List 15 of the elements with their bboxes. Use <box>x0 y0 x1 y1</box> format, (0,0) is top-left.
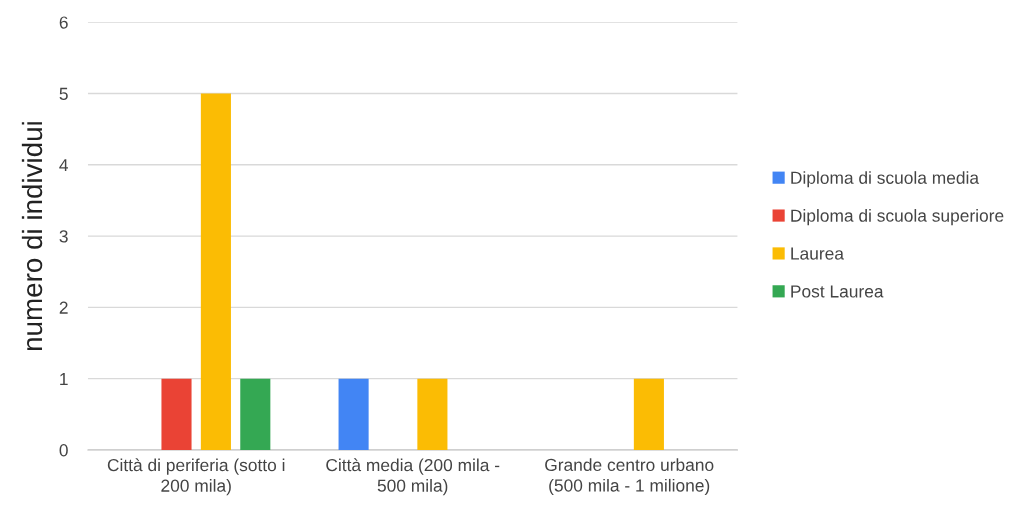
legend-label: Diploma di scuola media <box>791 171 980 188</box>
y-tick-label: 0 <box>59 444 68 457</box>
y-tick-label: 3 <box>59 230 68 243</box>
y-axis-title: numero di individui <box>21 122 43 351</box>
x-tick-label: Città di periferia (sotto i 200 mila) <box>107 458 285 496</box>
y-tick-label: 2 <box>59 301 68 314</box>
y-tick-label: 5 <box>59 87 68 100</box>
legend-label: Diploma di scuola superiore <box>791 209 1004 226</box>
x-tick-label: Città media (200 mila - 500 mila) <box>326 458 500 496</box>
y-tick-label: 1 <box>60 373 68 385</box>
y-tick-label: 6 <box>59 16 68 29</box>
legend-label: Laurea <box>791 247 844 260</box>
x-tick-label: Grande centro urbano (500 mila - 1 milione) <box>545 458 714 496</box>
y-tick-label: 4 <box>59 159 68 172</box>
legend-label: Post Laurea <box>791 285 884 298</box>
